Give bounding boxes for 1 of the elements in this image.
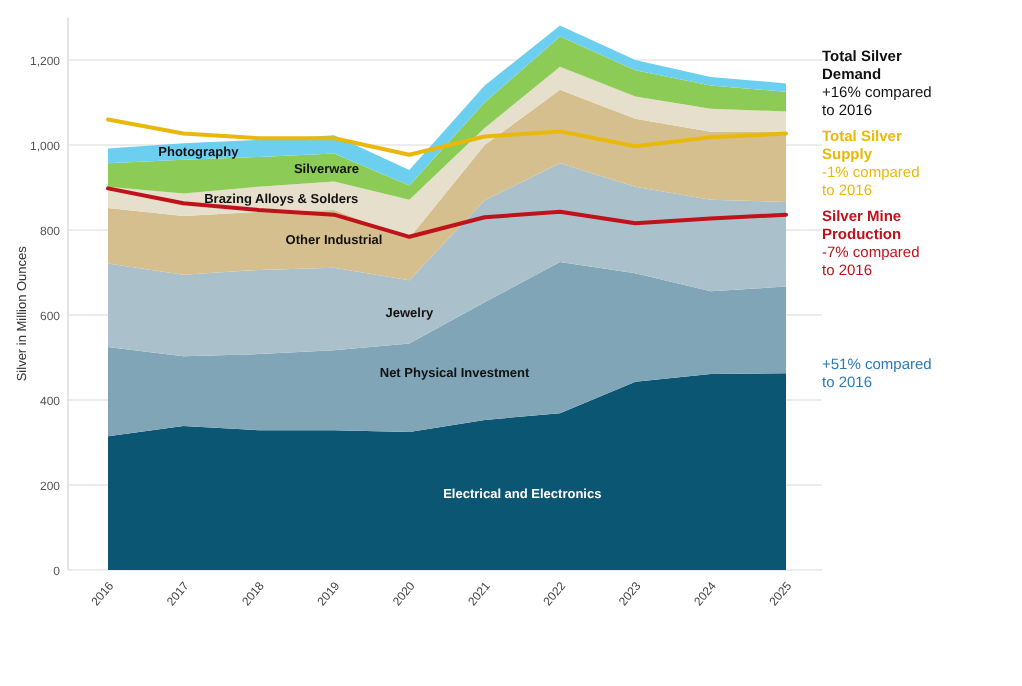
line-series [106,117,788,157]
